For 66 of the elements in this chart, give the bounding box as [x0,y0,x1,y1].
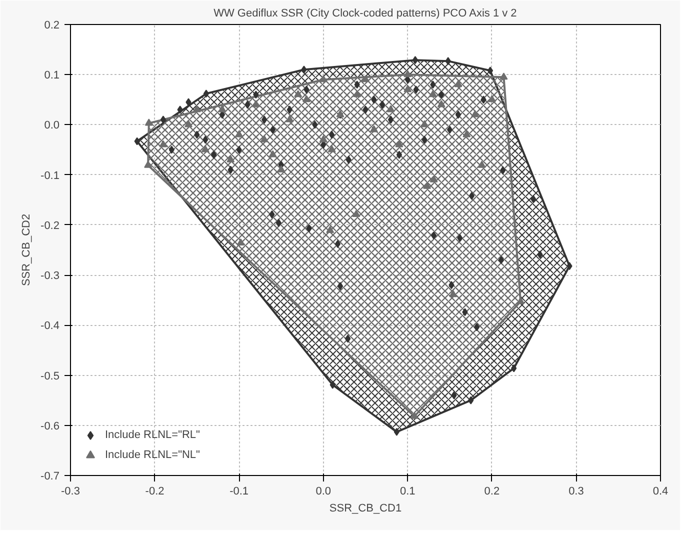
y-axis-title: SSR_CB_CD2 [20,214,33,286]
y-tick-label: 0.1 [44,70,60,82]
point [218,105,226,112]
point [471,110,480,118]
x-tick-label: 0.2 [484,486,500,498]
point [462,130,471,138]
point [192,105,201,112]
point [260,135,268,142]
y-tick-label: 0.0 [44,120,60,132]
point [430,175,438,182]
point [404,85,412,92]
x-tick-label: 0.1 [400,486,416,498]
point [370,125,378,132]
x-tick-label: 0.0 [316,486,332,498]
x-tick-label: -0.3 [61,486,80,498]
y-tick-label: -0.2 [40,220,60,232]
point [144,118,153,126]
point [201,145,210,152]
point [395,140,404,148]
point [420,120,428,128]
y-tick-label: 0.2 [44,20,60,32]
y-tick-label: -0.4 [40,320,60,332]
point [159,140,168,148]
point [235,130,244,138]
point [516,297,525,304]
point [302,95,310,102]
x-tick-label: 0.3 [568,486,584,498]
chart-title: WW Gediflux SSR (City Clock-coded patterns) PCO Axis 1 v 2 [214,8,517,20]
point [454,80,462,88]
point [352,210,360,217]
x-tick-label: -0.2 [145,486,164,498]
point [236,238,245,246]
point [294,90,302,98]
y-tick-label: -0.1 [40,170,60,182]
point [500,72,508,80]
point [319,75,328,82]
point [144,160,152,168]
point [268,150,277,158]
point [428,90,437,98]
point [286,115,294,122]
point [404,70,412,78]
point [449,290,458,298]
point [252,100,260,108]
x-axis-title: SSR_CB_CD1 [329,502,402,514]
point [277,165,286,172]
y-tick-label: -0.6 [40,420,60,432]
point [319,135,328,142]
point [410,412,418,419]
x-tick-label: 0.4 [652,486,668,498]
point [328,145,336,152]
point [488,95,496,102]
point [353,90,362,98]
legend-label: Include RLNL="NL" [105,449,200,461]
x-tick-label: -0.1 [230,486,249,498]
point [423,182,432,189]
point [326,226,334,233]
point [386,105,395,112]
legend-label: Include RLNL="RL" [105,429,200,441]
y-tick-label: -0.7 [40,470,60,482]
y-tick-label: -0.3 [40,270,60,282]
y-tick-label: -0.5 [40,370,60,382]
point [478,160,486,168]
point [362,75,370,82]
point [184,120,192,128]
point [226,155,235,162]
point [437,100,446,108]
